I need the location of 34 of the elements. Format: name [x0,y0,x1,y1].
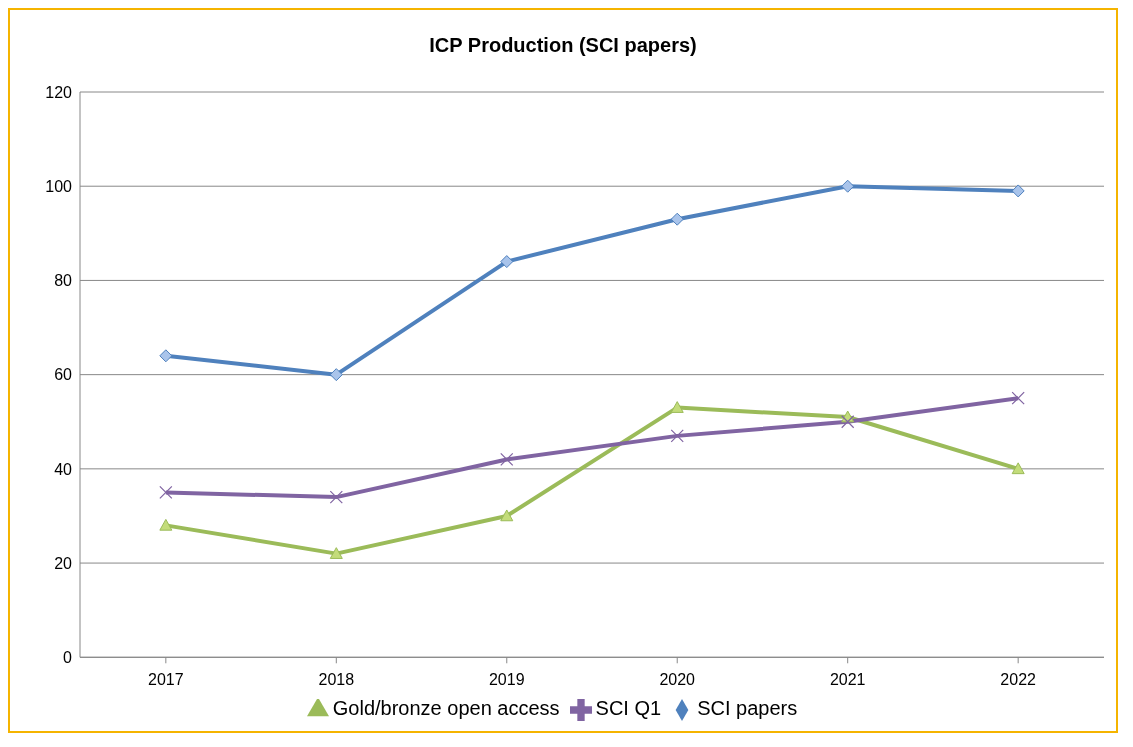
y-tick-label: 80 [54,272,73,290]
y-tick-label: 100 [45,177,73,195]
point [1011,391,1025,405]
legend-label: Gold/bronze open access [332,697,560,720]
point [841,179,855,193]
x-tick-label: 2017 [148,670,184,688]
point [329,490,343,504]
x-tick-label: 2021 [829,670,866,688]
chart-title: ICP Production (SCI papers) [428,33,698,58]
point [329,368,343,382]
point [841,415,855,429]
y-tick-label: 40 [54,460,73,478]
point [329,547,343,559]
point [500,255,514,269]
point [670,401,684,413]
point [1011,184,1025,198]
y-tick-label: 60 [54,366,73,384]
point [500,452,514,467]
point [159,518,173,531]
y-tick-label: 0 [63,648,73,666]
y-tick-label: 120 [45,83,73,101]
x-tick-label: 2018 [318,670,355,688]
y-tick-label: 20 [54,554,73,572]
point [670,429,684,443]
x-tick-label: 2020 [659,670,696,688]
point [159,349,173,363]
point [670,212,684,226]
point [1011,462,1025,475]
legend-label: SCI Q1 [595,697,662,720]
legend-label: SCI papers [697,697,798,720]
x-tick-label: 2019 [488,670,525,688]
point [159,485,173,500]
point [500,509,514,522]
x-tick-label: 2022 [1000,670,1037,688]
